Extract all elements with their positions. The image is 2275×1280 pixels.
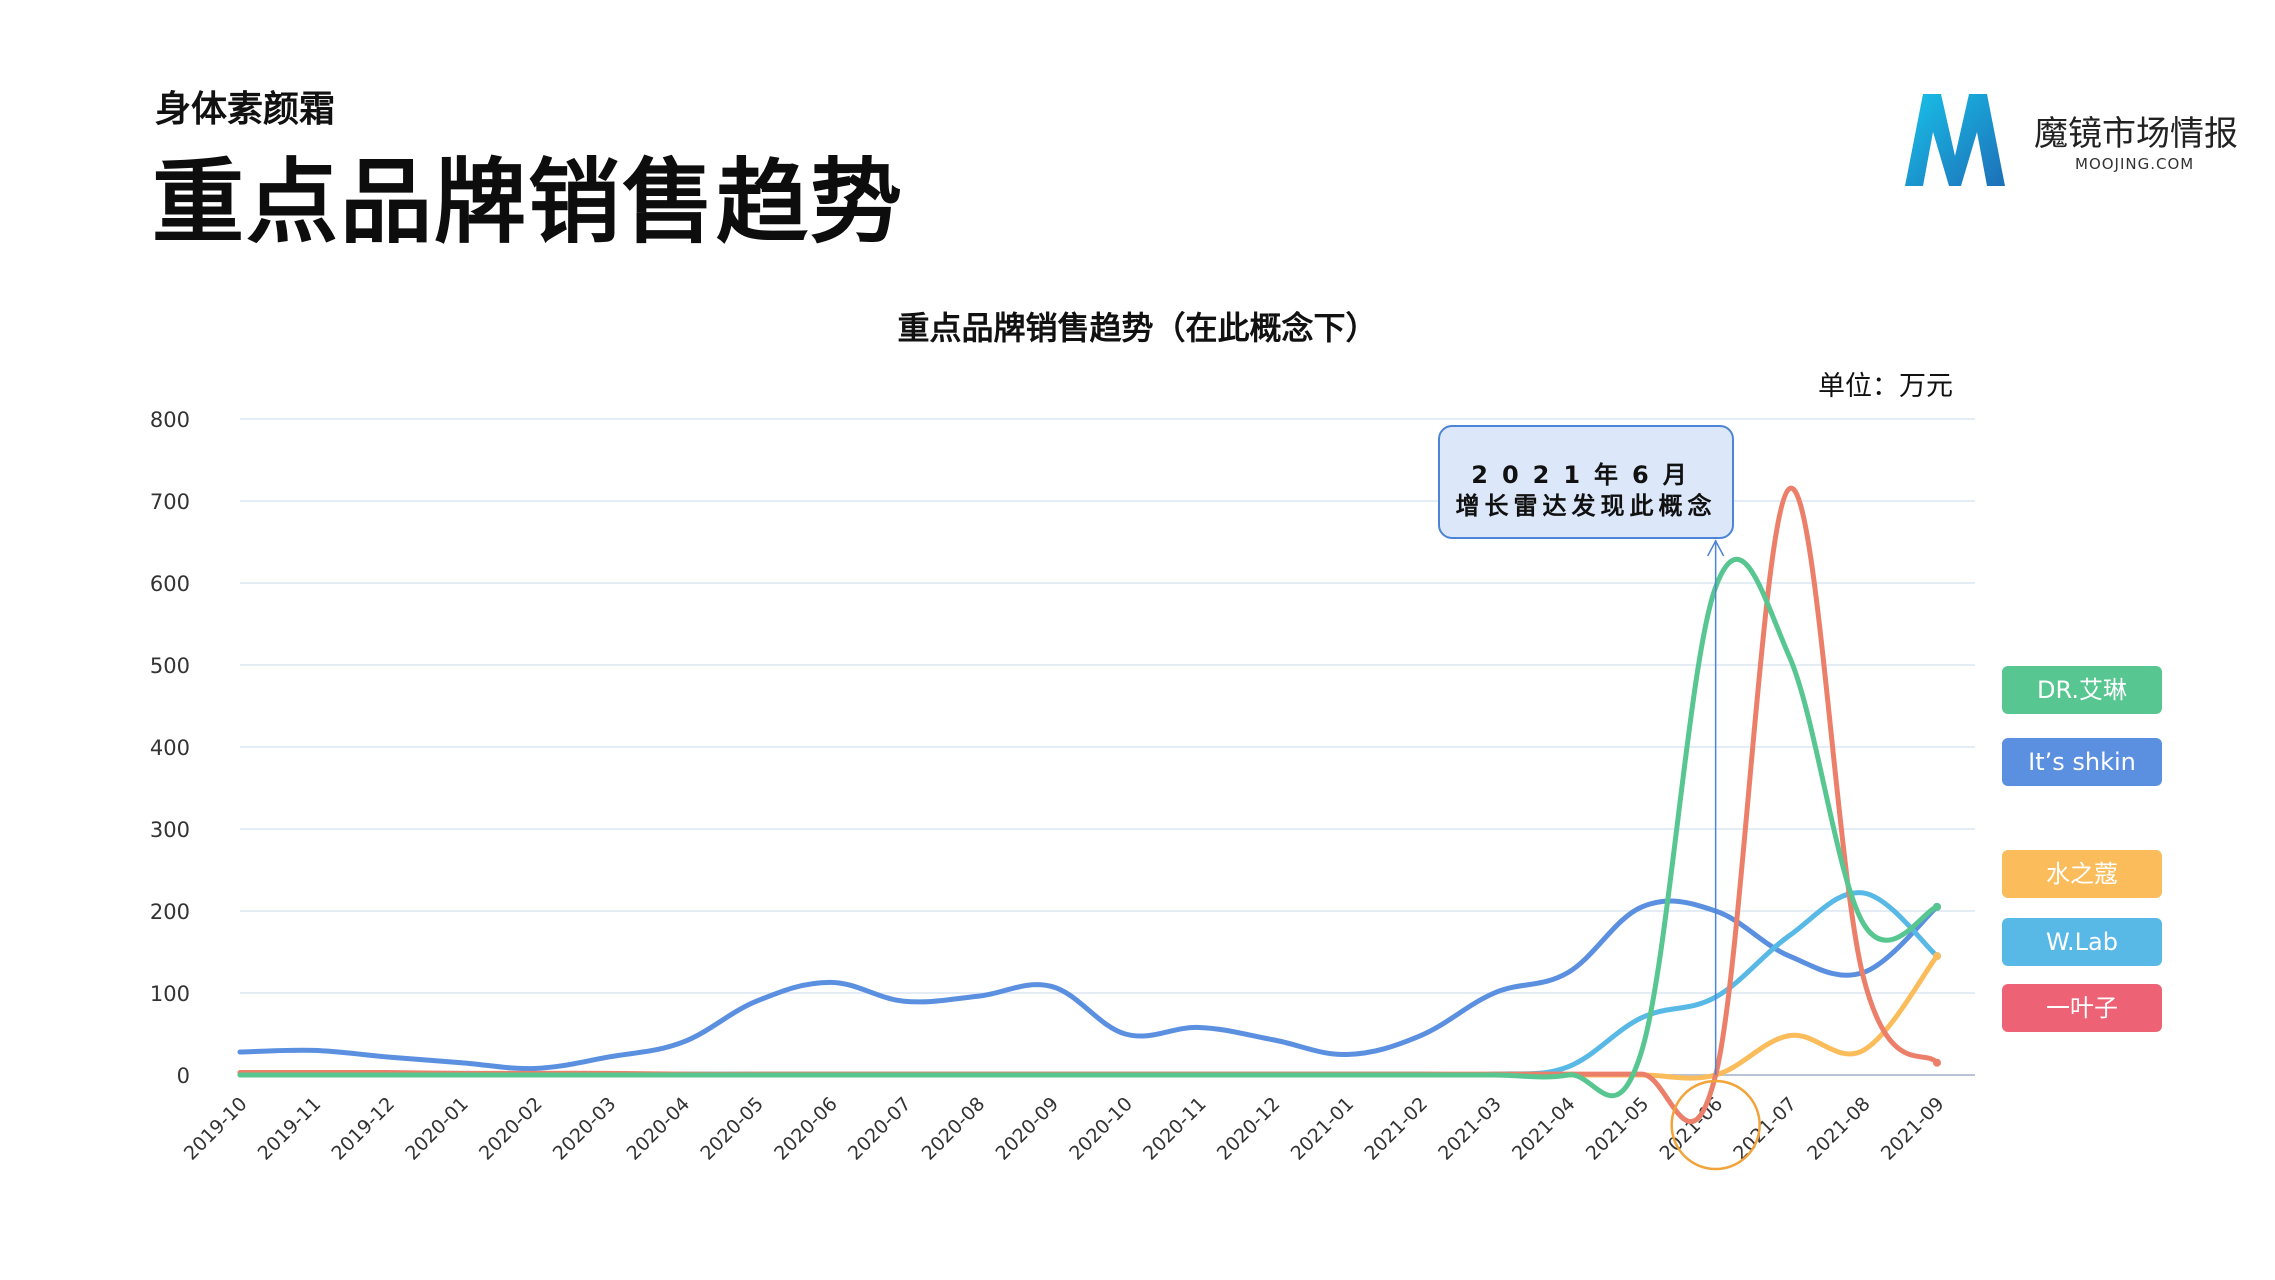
highlight-circle (1670, 1079, 1761, 1171)
x-tick-label: 2019-10 (180, 1093, 252, 1165)
legend-item: 水之蔻 (2002, 850, 2162, 898)
callout-line-2: 增长雷达发现此概念 (1455, 492, 1717, 520)
x-tick-label: 2020-03 (549, 1093, 621, 1165)
x-tick-label: 2019-12 (327, 1093, 399, 1165)
y-tick-label: 800 (150, 408, 190, 432)
moojing-logo (1905, 94, 2005, 186)
series-end-point (1933, 952, 1941, 961)
x-tick-label: 2021-07 (1729, 1093, 1801, 1165)
logo-name: 魔镜市场情报 (2034, 114, 2238, 154)
y-tick-label: 0 (177, 1064, 190, 1088)
x-tick-label: 2021-08 (1803, 1093, 1875, 1165)
legend-item: DR.艾琳 (2002, 666, 2162, 714)
x-tick-label: 2021-03 (1434, 1093, 1506, 1165)
series-line (237, 890, 1940, 1078)
unit-label: 单位：万元 (1818, 371, 1953, 402)
x-tick-label: 2021-09 (1877, 1093, 1949, 1165)
x-tick-label: 2020-07 (844, 1093, 916, 1165)
x-tick-label: 2019-11 (254, 1093, 326, 1165)
logo-url: MOOJING.COM (2075, 155, 2195, 173)
x-tick-label: 2021-04 (1508, 1093, 1580, 1165)
x-tick-label: 2020-08 (918, 1093, 990, 1165)
y-tick-label: 500 (150, 654, 190, 678)
series-line (237, 556, 1940, 1099)
x-tick-label: 2020-01 (401, 1093, 473, 1165)
y-tick-label: 100 (150, 982, 190, 1006)
legend-item: W.Lab (2002, 918, 2162, 966)
chart-title: 重点品牌销售趋势（在此概念下） (897, 309, 1378, 347)
series-line (237, 953, 1940, 1081)
y-tick-labels: 0 100 200 300 400 500 600 700 800 (150, 408, 190, 1088)
callout-arrow-head (1706, 539, 1725, 557)
y-tick-label: 700 (150, 490, 190, 514)
page-subtitle: 身体素颜霜 (155, 89, 336, 130)
page-title: 重点品牌销售趋势 (152, 149, 905, 256)
x-tick-label: 2021-01 (1287, 1093, 1359, 1165)
x-tick-label: 2020-06 (770, 1093, 842, 1165)
x-tick-label: 2020-09 (991, 1093, 1063, 1165)
x-tick-label: 2020-05 (696, 1093, 768, 1165)
series-lines (237, 486, 1941, 1125)
x-tick-label: 2021-02 (1360, 1093, 1432, 1165)
discovery-callout: 2021年6月 增长雷达发现此概念 (1438, 425, 1734, 539)
series-end-point (1933, 902, 1941, 911)
x-tick-label: 2021-06 (1655, 1093, 1727, 1165)
x-tick-label: 2020-04 (623, 1093, 695, 1165)
series-line (237, 898, 1940, 1072)
x-tick-label: 2020-10 (1065, 1093, 1137, 1165)
legend-item: It’s shkin (2002, 738, 2162, 786)
y-tick-label: 400 (150, 736, 190, 760)
legend-item: 一叶子 (2002, 984, 2162, 1032)
x-tick-label: 2021-05 (1582, 1093, 1654, 1165)
x-tick-label: 2020-12 (1213, 1093, 1285, 1165)
x-tick-label: 2020-11 (1139, 1093, 1211, 1165)
y-tick-label: 300 (150, 818, 190, 842)
callout-line-1: 2021年6月 (1471, 461, 1701, 489)
x-tick-label: 2020-02 (475, 1093, 547, 1165)
y-tick-label: 200 (150, 900, 190, 924)
highlight-marker (1670, 539, 1761, 1171)
y-tick-label: 600 (150, 572, 190, 596)
series-end-point (1933, 1058, 1941, 1067)
